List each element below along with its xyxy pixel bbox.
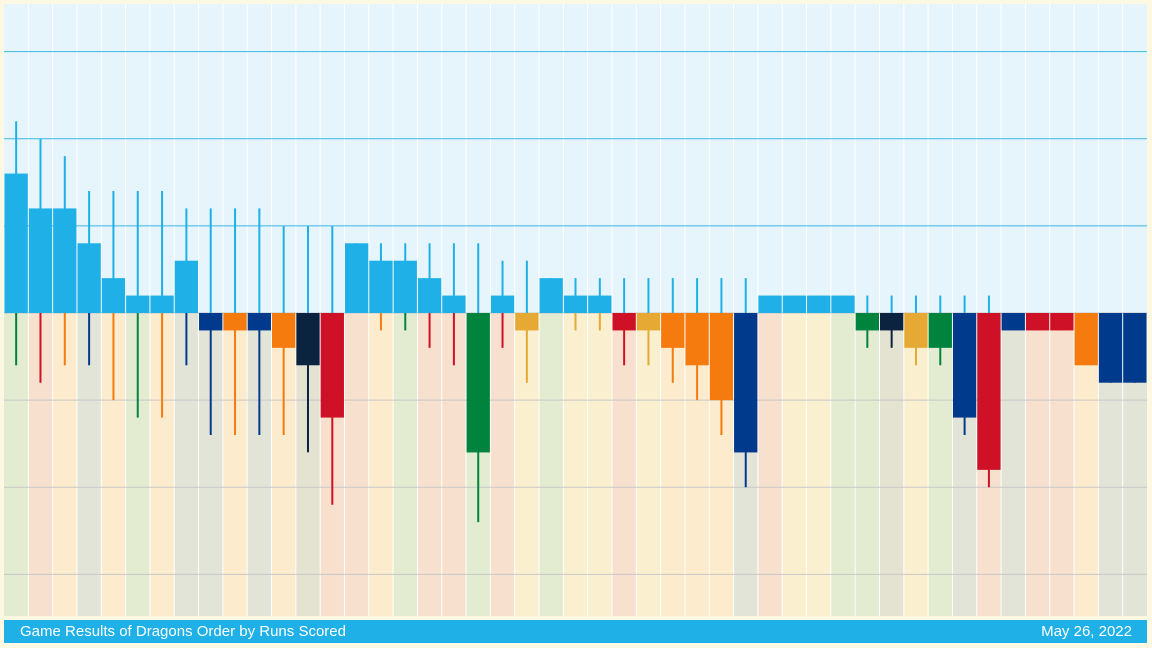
runs-allowed-bar	[320, 313, 344, 418]
runs-allowed-bar	[223, 313, 247, 331]
runs-bar	[126, 295, 150, 313]
runs-allowed-bar	[515, 313, 539, 331]
column-tint	[1001, 313, 1026, 616]
runs-bar	[417, 278, 442, 313]
chart-title: Game Results of Dragons Order by Runs Sc…	[20, 623, 346, 640]
column-tint	[879, 313, 904, 616]
runs-bar	[393, 260, 417, 313]
runs-allowed-bar	[199, 313, 223, 331]
runs-bar	[807, 295, 831, 313]
runs-bar	[53, 208, 77, 313]
runs-bar	[150, 295, 174, 313]
column-tint	[1025, 313, 1050, 616]
column-tint	[782, 313, 807, 616]
runs-allowed-bar	[855, 313, 879, 331]
runs-allowed-bar	[612, 313, 636, 331]
runs-bar	[101, 278, 126, 313]
runs-bar	[782, 295, 807, 313]
runs-allowed-bar	[1123, 313, 1147, 383]
column-tint	[830, 313, 856, 616]
column-tint	[1049, 313, 1075, 616]
column-tint	[344, 313, 369, 616]
runs-bar	[563, 295, 588, 313]
runs-allowed-bar	[879, 313, 904, 331]
runs-bar	[174, 260, 199, 313]
column-tint	[587, 313, 612, 616]
runs-allowed-bar	[1001, 313, 1025, 331]
runs-bar	[4, 173, 28, 313]
runs-allowed-bar	[466, 313, 490, 453]
runs-allowed-bar	[636, 313, 661, 331]
runs-allowed-bar	[661, 313, 685, 348]
column-tint	[855, 313, 880, 616]
runs-bar	[77, 243, 101, 313]
runs-bar	[539, 278, 563, 313]
runs-allowed-bar	[296, 313, 320, 366]
column-tint	[368, 313, 394, 616]
runs-bar	[442, 295, 466, 313]
runs-allowed-bar	[904, 313, 928, 348]
runs-bar	[344, 243, 369, 313]
runs-allowed-bar	[952, 313, 977, 418]
column-tint	[393, 313, 418, 616]
runs-allowed-bar	[977, 313, 1001, 470]
runs-allowed-bar	[1025, 313, 1050, 331]
runs-allowed-bar	[1050, 313, 1074, 331]
runs-bar	[369, 260, 393, 313]
runs-allowed-bar	[1074, 313, 1098, 366]
column-tint	[417, 313, 442, 616]
runs-allowed-bar	[272, 313, 296, 348]
column-tint	[757, 313, 783, 616]
runs-bar	[831, 295, 855, 313]
footer	[4, 620, 1147, 643]
chart-date: May 26, 2022	[1041, 623, 1132, 640]
runs-allowed-bar	[685, 313, 709, 366]
column-tint	[490, 313, 515, 616]
column-tint	[539, 313, 564, 616]
column-tint	[563, 313, 588, 616]
runs-allowed-bar	[709, 313, 734, 401]
runs-allowed-bar	[247, 313, 272, 331]
runs-bar	[28, 208, 53, 313]
runs-allowed-bar	[734, 313, 758, 453]
runs-allowed-bar	[1098, 313, 1123, 383]
runs-bar	[490, 295, 515, 313]
runs-bar	[758, 295, 782, 313]
column-tint	[806, 313, 831, 616]
runs-allowed-bar	[928, 313, 952, 348]
runs-bar	[588, 295, 612, 313]
